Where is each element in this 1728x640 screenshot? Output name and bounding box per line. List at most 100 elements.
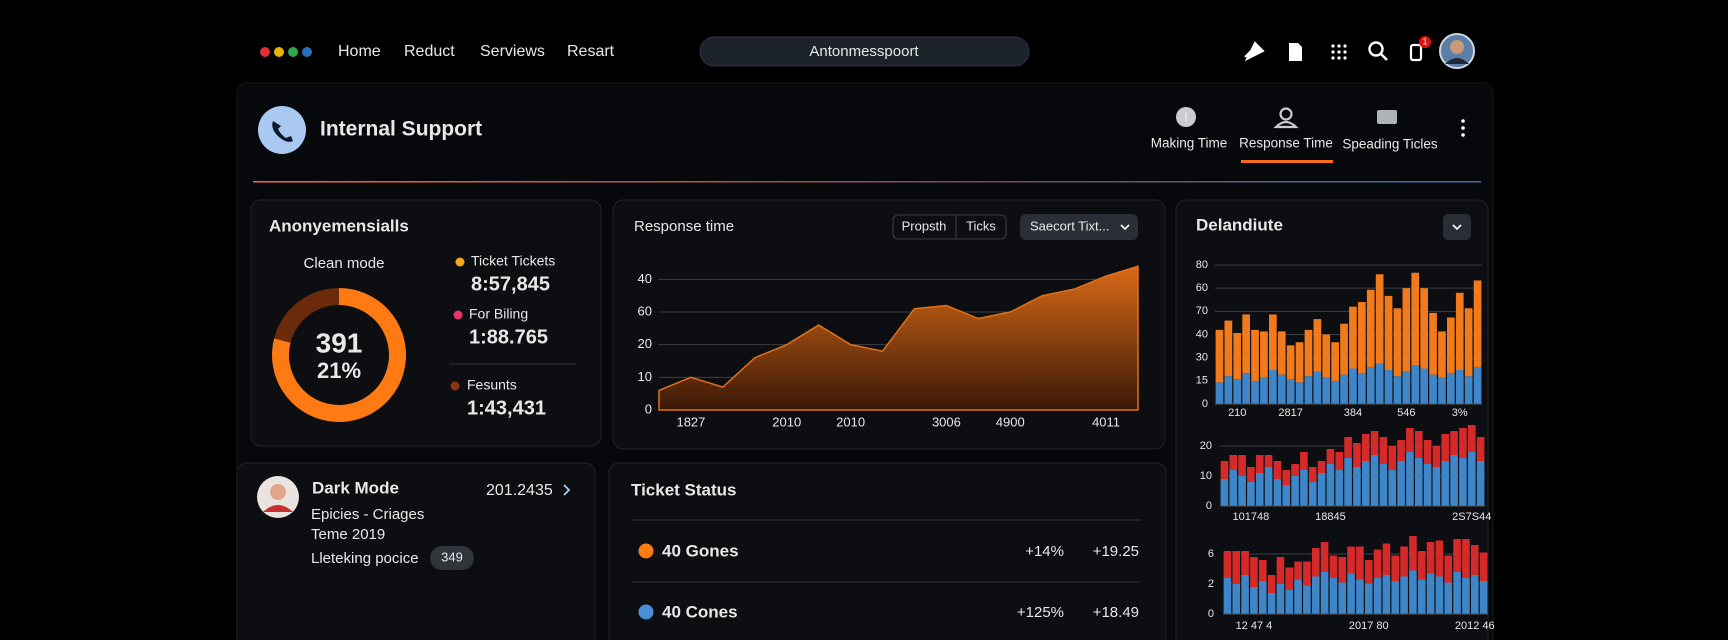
tab-icon-body [1273,120,1299,129]
bar-segment [1269,370,1277,404]
bar-segment [1447,317,1455,374]
bar-segment [1393,376,1402,404]
bar-segment [1317,461,1326,473]
x-tick-label: 210 [1228,407,1246,419]
nav-item[interactable]: Reduct [404,43,455,60]
bar-segment [1375,363,1384,404]
y-tick-label: 0 [1202,398,1208,410]
search-icon[interactable] [1368,41,1384,57]
bar-segment [1411,365,1420,404]
bar-segment [1308,482,1317,506]
badge [430,546,474,570]
bar-segment [1388,446,1397,470]
bar-segment [1393,308,1402,377]
x-tick-label: 18845 [1315,511,1346,523]
profile-card [236,462,596,640]
bar-segment [1435,540,1444,577]
status-label: 40 Cones [662,602,738,621]
status-dot [638,543,654,559]
phone-icon[interactable] [1409,43,1423,62]
status-dot [638,604,654,620]
toggle-button[interactable]: Ticks [966,218,996,233]
y-tick-label: 40 [638,271,652,286]
bar-segment [1311,576,1320,614]
notification-count: 1 [1422,36,1427,46]
bar-segment [1455,292,1464,371]
y-tick-label: 20 [1200,440,1212,452]
bar-segment [1291,476,1299,506]
dropdown[interactable] [1020,214,1138,240]
bar-segment [1242,314,1250,374]
y-tick-label: 40 [1196,328,1208,340]
bar-segment [1282,470,1291,485]
tab[interactable]: Speading Ticles [1342,137,1438,152]
bar-segment [1224,320,1233,377]
bar-segment [1400,546,1408,577]
notification-badge [1419,36,1431,48]
nav-bar: Home Reduct Serviews Resart Antonmesspoo… [260,33,1475,69]
nav-item[interactable]: Resart [567,43,615,60]
bar-segment [1241,575,1249,614]
bar-segment [1364,584,1373,614]
x-tick-label: 4011 [1092,414,1120,429]
bar-segment [1251,329,1259,381]
bar-segment [1277,331,1286,375]
doc-icon[interactable] [1289,43,1302,61]
nav-item[interactable]: Serviews [480,43,545,60]
grid-icon[interactable] [1331,44,1347,60]
search-box[interactable] [699,36,1030,67]
bar-segment [1260,377,1268,404]
legend-label: Ticket Tickets [471,253,555,269]
y-tick-label: 30 [1196,352,1208,364]
bar-segment [1286,345,1295,380]
bar-segment [1250,587,1258,614]
legend-dot [453,310,463,320]
bar-segment [1361,434,1370,461]
nav-item[interactable]: Home [338,43,381,60]
more-menu[interactable] [1461,119,1465,137]
tab-icon [1377,110,1397,124]
tab-active[interactable]: Response Time [1239,136,1333,151]
support-icon [258,106,306,154]
bar-segment [1429,312,1437,375]
bar-segment [1391,555,1400,581]
search-icon-handle [1380,53,1388,61]
bar-segment [1409,570,1417,614]
bar-segment [1335,452,1344,470]
toggle-button[interactable]: Propsth [902,218,947,233]
pin-icon[interactable] [1244,41,1265,62]
bar-segment [1295,342,1304,383]
bar-segment [1441,434,1450,461]
y-tick-label: 20 [638,336,652,351]
phone-glyph [272,121,293,142]
bar-segment [1414,458,1423,506]
bar-segment [1450,455,1458,506]
bar-segment [1455,370,1464,404]
donut-segment [274,288,339,343]
bar-segment [1420,368,1428,404]
tab[interactable]: Making Time [1151,136,1228,151]
bar-segment [1269,314,1277,371]
x-tick-label: 2817 [1278,407,1302,419]
bar-segment [1459,458,1467,506]
detail-dropdown[interactable] [1443,214,1471,240]
profile-link[interactable]: 201.2435 [486,482,553,499]
bar-segment [1232,584,1241,614]
bar-segment [1417,579,1426,614]
bar-segment [1223,551,1232,578]
bar-segment [1353,467,1361,506]
bar-segment [1247,482,1255,506]
x-tick-label: 384 [1344,407,1362,419]
bar-segment [1295,382,1304,404]
bar-segment [1402,288,1411,372]
x-tick-label: 2010 [836,414,865,429]
bar-segment [1432,446,1441,467]
bar-segment [1379,437,1388,464]
bar-segment [1464,376,1473,404]
x-tick-label: 546 [1397,407,1415,419]
y-tick-label: 0 [1208,608,1214,620]
bar-segment [1379,464,1388,506]
card-title: Ticket Status [631,480,737,499]
bar-segment [1462,578,1470,614]
bar-segment [1331,380,1339,404]
